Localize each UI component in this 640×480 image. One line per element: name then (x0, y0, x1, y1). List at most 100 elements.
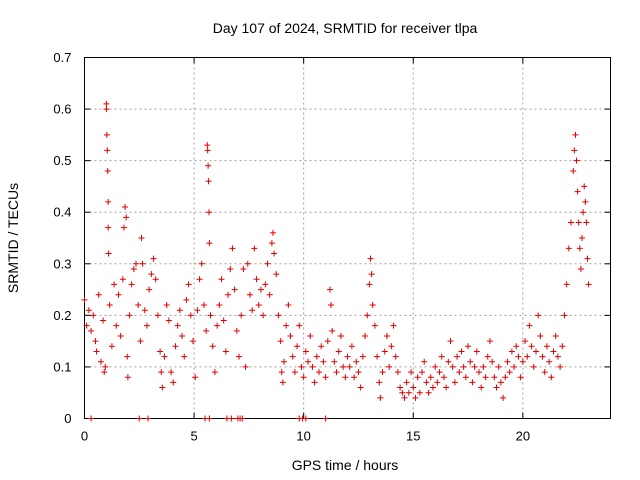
data-point (101, 369, 108, 376)
data-point (240, 265, 247, 272)
data-point (141, 307, 148, 314)
data-point (546, 358, 553, 365)
data-point (388, 343, 395, 350)
data-point (222, 348, 229, 355)
data-point (526, 322, 533, 329)
data-point (445, 358, 452, 365)
data-point (571, 147, 578, 154)
data-point (285, 302, 292, 309)
data-point (326, 286, 333, 293)
data-point (95, 291, 102, 298)
data-point (311, 379, 318, 386)
data-point (124, 374, 131, 381)
data-point (88, 415, 95, 422)
data-point (318, 343, 325, 350)
data-point (122, 204, 129, 211)
data-point (421, 358, 428, 365)
data-point (255, 302, 262, 309)
data-point (449, 363, 456, 370)
x-tick-label: 10 (296, 429, 310, 444)
data-point (491, 374, 498, 381)
data-point (524, 353, 531, 360)
data-point (262, 281, 269, 288)
data-point (231, 286, 238, 293)
data-point (154, 312, 161, 319)
data-point (440, 374, 447, 381)
data-point (429, 384, 436, 391)
data-point (504, 358, 511, 365)
data-point (460, 363, 467, 370)
data-point (351, 374, 358, 381)
data-point (305, 358, 312, 365)
data-point (482, 374, 489, 381)
data-point (478, 384, 485, 391)
data-point (120, 224, 127, 231)
data-point (176, 307, 183, 314)
data-point (163, 302, 170, 309)
data-point (548, 374, 555, 381)
data-point (198, 260, 205, 267)
data-point (174, 322, 181, 329)
data-point (271, 250, 278, 257)
data-point (148, 271, 155, 278)
data-point (575, 219, 582, 226)
data-point (331, 358, 338, 365)
data-point (493, 384, 500, 391)
data-point (320, 358, 327, 365)
data-point (275, 312, 282, 319)
data-point (517, 374, 524, 381)
data-point (508, 348, 515, 355)
data-point (238, 312, 245, 319)
data-point (246, 291, 253, 298)
data-point (412, 394, 419, 401)
data-point (557, 363, 564, 370)
data-point (88, 327, 95, 334)
data-point (113, 322, 120, 329)
data-point (390, 322, 397, 329)
data-point (573, 157, 580, 164)
data-point (278, 369, 285, 376)
data-point (291, 369, 298, 376)
data-point (535, 312, 542, 319)
data-point (218, 276, 225, 283)
data-point (205, 209, 212, 216)
data-point (168, 369, 175, 376)
data-point (105, 198, 112, 205)
data-point (489, 358, 496, 365)
data-point (249, 307, 256, 314)
data-point (211, 369, 218, 376)
data-point (159, 384, 166, 391)
data-point (242, 363, 249, 370)
data-point (136, 415, 143, 422)
data-point (244, 260, 251, 267)
data-point (515, 353, 522, 360)
data-point (467, 358, 474, 365)
data-point (200, 302, 207, 309)
data-point (104, 167, 111, 174)
data-point (322, 415, 329, 422)
data-point (383, 332, 390, 339)
data-point (513, 343, 520, 350)
y-tick-label: 0 (64, 411, 71, 426)
data-point (102, 363, 109, 370)
y-tick-label: 0.2 (53, 308, 71, 323)
data-point (355, 369, 362, 376)
data-point (348, 343, 355, 350)
data-point (335, 348, 342, 355)
data-point (381, 348, 388, 355)
data-point (204, 142, 211, 149)
data-point (572, 131, 579, 138)
data-point (100, 317, 107, 324)
data-point (83, 322, 90, 329)
data-point (106, 302, 113, 309)
data-point (179, 332, 186, 339)
data-point (528, 343, 535, 350)
y-axis-label: SRMTID / TECUs (5, 183, 21, 293)
data-point (359, 353, 366, 360)
data-point (181, 353, 188, 360)
data-point (419, 369, 426, 376)
data-point (344, 353, 351, 360)
data-point (506, 369, 513, 376)
data-point (342, 374, 349, 381)
data-point (541, 369, 548, 376)
